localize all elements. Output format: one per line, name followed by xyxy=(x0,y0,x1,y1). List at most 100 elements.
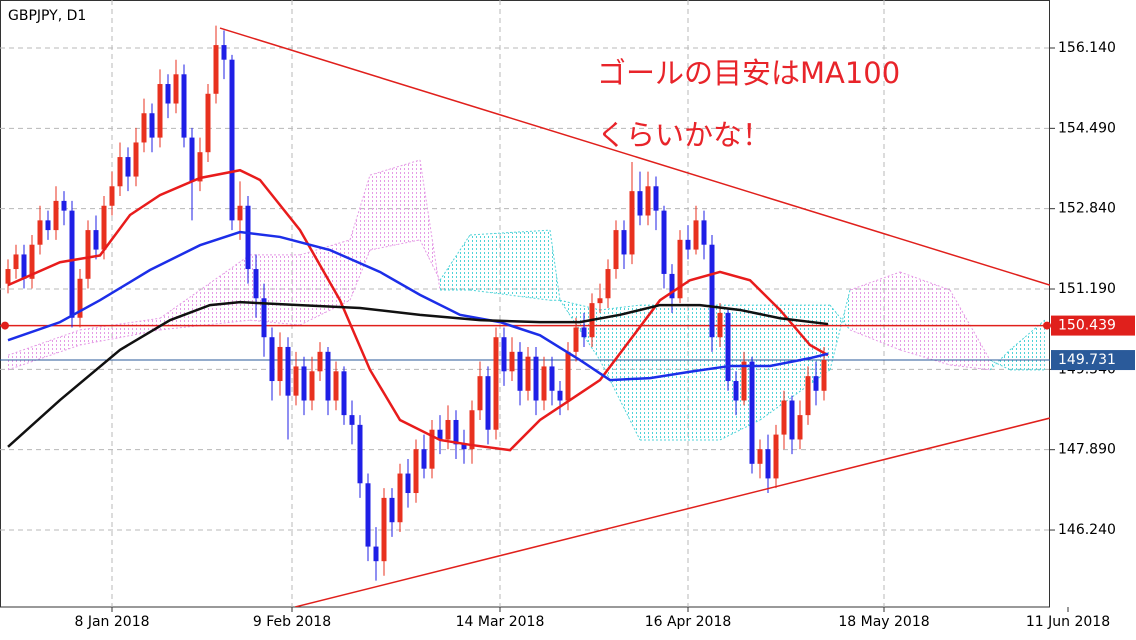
x-tick-label: 11 Jun 2018 xyxy=(1026,614,1110,630)
cloud-segment xyxy=(440,234,470,290)
cloud-edge xyxy=(559,299,601,311)
candle-body xyxy=(29,244,35,279)
candle-body xyxy=(101,205,107,250)
price-label-box xyxy=(1051,350,1135,371)
candle-body xyxy=(725,312,731,382)
candle-body xyxy=(677,239,683,299)
candle-body xyxy=(45,220,51,231)
candle-body xyxy=(333,371,339,401)
candle-body xyxy=(653,186,659,211)
y-tick-label: 146.240 xyxy=(1058,522,1116,538)
candle-body xyxy=(645,186,651,216)
x-tick-label: 18 May 2018 xyxy=(838,614,929,630)
candle-body xyxy=(141,113,147,143)
candle-body xyxy=(437,429,443,440)
candle-body xyxy=(541,366,547,401)
candle-body xyxy=(621,230,627,255)
candle-body xyxy=(373,546,379,562)
cloud-segment xyxy=(160,254,250,330)
candle-body xyxy=(509,351,515,372)
cloud-edge xyxy=(299,239,351,256)
candle-body xyxy=(661,210,667,274)
plot-frame xyxy=(0,0,1050,608)
candle-body xyxy=(189,137,195,182)
x-tick-label: 8 Jan 2018 xyxy=(74,614,149,630)
candle-body xyxy=(421,449,427,469)
y-tick-label: 154.490 xyxy=(1058,120,1116,136)
candle-body xyxy=(221,45,227,60)
candle-body xyxy=(93,230,99,250)
candle-body xyxy=(317,351,323,372)
plot-area xyxy=(0,0,1050,607)
cloud-edge xyxy=(599,304,641,311)
candle-body xyxy=(549,366,555,391)
candle-body xyxy=(117,157,123,187)
cloud-edge xyxy=(899,349,951,366)
cloud-edge xyxy=(559,299,601,361)
candle-body xyxy=(461,444,467,450)
candle-body xyxy=(325,351,331,401)
cloud-edge xyxy=(599,359,641,441)
candle-body xyxy=(413,449,419,494)
candle-body xyxy=(741,361,747,401)
candle-body xyxy=(269,337,275,382)
candle-body xyxy=(37,220,43,245)
cloud-edge xyxy=(469,289,551,301)
candle-body xyxy=(805,376,811,416)
candle-body xyxy=(157,84,163,138)
y-tick-label: 156.140 xyxy=(1058,40,1116,56)
candle-body xyxy=(581,327,587,338)
annotation: ゴールの目安はMA100 xyxy=(597,56,900,90)
candle-body xyxy=(813,376,819,391)
x-tick-label: 14 Mar 2018 xyxy=(456,614,545,630)
candle-body xyxy=(701,220,707,245)
cloud-edge xyxy=(829,304,851,331)
axes: 156.140154.490152.840151.190149.540147.8… xyxy=(1,40,1135,630)
cloud-edge xyxy=(249,319,301,326)
cloud-segment xyxy=(850,271,900,350)
chart-title: GBPJPY, D1 xyxy=(8,8,86,24)
cloud-segment xyxy=(470,230,550,301)
candle-body xyxy=(525,356,531,391)
candle-body xyxy=(565,351,571,401)
candle-body xyxy=(493,337,499,430)
cloud-edge xyxy=(349,174,371,240)
candle-body xyxy=(573,327,579,352)
candle-body xyxy=(429,429,435,469)
cloud-edge xyxy=(79,317,161,331)
candle-body xyxy=(5,269,11,284)
cloud-edge xyxy=(7,344,81,371)
candle-body xyxy=(309,371,315,401)
cloud-edge xyxy=(899,271,951,291)
candle-body xyxy=(381,497,387,562)
candle-body xyxy=(485,376,491,430)
candle-body xyxy=(445,419,451,440)
candle-body xyxy=(685,239,691,250)
cloud-edge xyxy=(7,329,81,356)
candle-body xyxy=(605,269,611,299)
candle-body xyxy=(341,371,347,416)
candle-body xyxy=(285,346,291,396)
candle-body xyxy=(109,186,115,206)
candle-body xyxy=(557,390,563,401)
moving-average xyxy=(7,300,829,448)
y-tick-label: 151.190 xyxy=(1058,281,1116,297)
cloud-edge xyxy=(829,289,851,370)
candle-body xyxy=(229,59,235,221)
candle-body xyxy=(365,483,371,547)
candle-body xyxy=(597,298,603,304)
candle-body xyxy=(61,200,67,211)
candle-body xyxy=(629,191,635,255)
cloud-edge xyxy=(849,271,901,291)
candle-body xyxy=(749,361,755,464)
candle-body xyxy=(125,157,131,177)
candle-body xyxy=(277,346,283,382)
candle-body xyxy=(293,366,299,396)
candle-body xyxy=(261,298,267,338)
cloud-segment xyxy=(900,271,950,365)
cloud-edge xyxy=(989,349,1011,371)
candle-body xyxy=(517,351,523,391)
candle-body xyxy=(477,376,483,411)
candle-body xyxy=(797,415,803,440)
